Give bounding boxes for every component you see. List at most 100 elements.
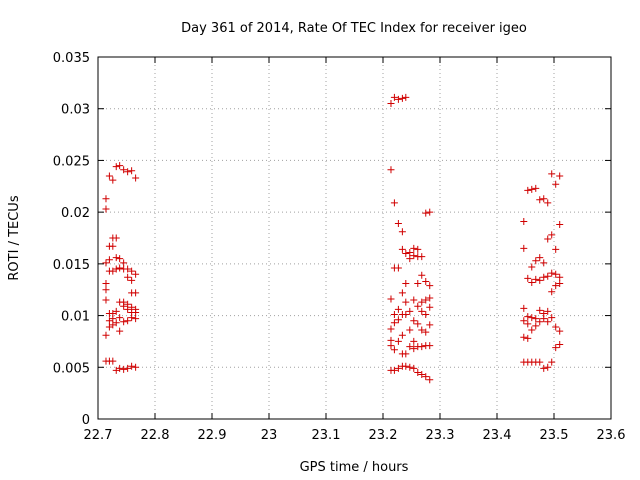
y-tick-label: 0.03 bbox=[61, 103, 90, 118]
data-point bbox=[387, 325, 395, 333]
data-point bbox=[120, 166, 128, 174]
data-point bbox=[410, 296, 418, 304]
data-point bbox=[112, 265, 120, 273]
data-point bbox=[540, 315, 548, 323]
data-point bbox=[524, 320, 532, 328]
data-point bbox=[418, 343, 426, 351]
data-point bbox=[109, 357, 117, 365]
data-point bbox=[552, 282, 560, 290]
data-point bbox=[406, 307, 414, 315]
data-point bbox=[390, 346, 398, 354]
data-point bbox=[422, 209, 430, 217]
data-point bbox=[124, 364, 132, 372]
data-point bbox=[394, 220, 402, 228]
data-point bbox=[418, 371, 426, 379]
data-point bbox=[124, 265, 132, 273]
x-tick-label: 23.4 bbox=[483, 428, 512, 443]
data-point bbox=[520, 333, 528, 341]
data-point bbox=[536, 358, 544, 366]
data-point bbox=[548, 269, 556, 277]
data-point bbox=[406, 363, 414, 371]
data-point bbox=[109, 315, 117, 323]
data-point bbox=[524, 186, 532, 194]
data-point bbox=[124, 317, 132, 325]
data-point bbox=[544, 318, 552, 326]
data-point bbox=[544, 199, 552, 207]
data-point bbox=[524, 334, 532, 342]
x-tick-label: 23.3 bbox=[426, 428, 455, 443]
data-point bbox=[116, 327, 124, 335]
data-point bbox=[116, 255, 124, 263]
y-tick-label: 0 bbox=[82, 413, 90, 428]
data-point bbox=[387, 295, 395, 303]
data-point bbox=[394, 95, 402, 103]
data-point bbox=[394, 264, 402, 272]
data-point bbox=[102, 195, 110, 203]
data-point bbox=[394, 364, 402, 372]
data-point bbox=[548, 231, 556, 239]
axis-ticks bbox=[97, 56, 612, 420]
x-tick-label: 22.7 bbox=[84, 428, 113, 443]
data-point bbox=[112, 307, 120, 315]
data-point bbox=[116, 364, 124, 372]
data-point bbox=[426, 342, 434, 350]
data-point bbox=[390, 199, 398, 207]
data-point bbox=[124, 168, 132, 176]
data-point bbox=[402, 93, 410, 101]
data-point bbox=[402, 350, 410, 358]
y-tick-labels: 0 0.005 0.01 0.015 0.02 0.025 0.03 0.035 bbox=[53, 51, 90, 428]
data-point bbox=[394, 337, 402, 345]
data-point bbox=[540, 364, 548, 372]
data-point bbox=[406, 248, 414, 256]
data-point bbox=[426, 321, 434, 329]
data-point bbox=[520, 217, 528, 225]
data-point bbox=[552, 180, 560, 188]
x-tick-labels: 22.7 22.8 22.9 23 23.1 23.2 23.3 23.4 23.5 23.6 bbox=[84, 428, 626, 443]
data-point bbox=[128, 276, 136, 284]
data-point bbox=[536, 276, 544, 284]
x-tick-label: 23.2 bbox=[369, 428, 398, 443]
data-point bbox=[120, 302, 128, 310]
data-point bbox=[426, 282, 434, 290]
data-point bbox=[524, 274, 532, 282]
data-point bbox=[398, 94, 406, 102]
data-point bbox=[548, 288, 556, 296]
data-point bbox=[532, 322, 540, 330]
data-point bbox=[426, 294, 434, 302]
data-point bbox=[524, 313, 532, 321]
data-point bbox=[398, 331, 406, 339]
data-point bbox=[532, 315, 540, 323]
data-point bbox=[390, 93, 398, 101]
data-point bbox=[402, 311, 410, 319]
data-point bbox=[548, 358, 556, 366]
data-point bbox=[116, 264, 124, 272]
data-point bbox=[387, 166, 395, 174]
data-point bbox=[422, 296, 430, 304]
data-point bbox=[102, 296, 110, 304]
x-tick-label: 23.5 bbox=[540, 428, 569, 443]
data-point bbox=[552, 323, 560, 331]
data-point bbox=[528, 326, 536, 334]
data-point bbox=[132, 315, 140, 323]
data-point bbox=[540, 273, 548, 281]
data-point bbox=[132, 270, 140, 278]
data-point bbox=[398, 289, 406, 297]
x-tick-label: 22.8 bbox=[141, 428, 170, 443]
data-point bbox=[426, 376, 434, 384]
data-point bbox=[406, 326, 414, 334]
data-point bbox=[544, 235, 552, 243]
data-point bbox=[552, 245, 560, 253]
data-point bbox=[128, 314, 136, 322]
data-point bbox=[410, 345, 418, 353]
data-point bbox=[124, 273, 132, 281]
y-tick-label: 0.02 bbox=[61, 206, 90, 221]
data-point bbox=[556, 341, 564, 349]
data-point bbox=[532, 275, 540, 283]
data-point bbox=[390, 319, 398, 327]
plot-frame bbox=[97, 56, 612, 420]
data-point bbox=[422, 277, 430, 285]
data-point bbox=[112, 163, 120, 171]
data-point bbox=[544, 363, 552, 371]
data-point bbox=[387, 100, 395, 108]
data-point bbox=[394, 316, 402, 324]
